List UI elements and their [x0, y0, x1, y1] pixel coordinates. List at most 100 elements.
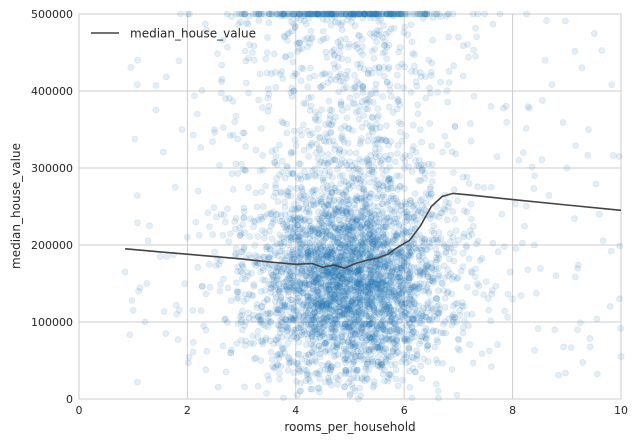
scatter-point	[229, 97, 237, 105]
scatter-point	[335, 234, 342, 242]
scatter-point	[454, 299, 461, 307]
scatter-point	[374, 105, 382, 112]
scatter-point	[326, 71, 334, 78]
scatter-point	[482, 278, 490, 285]
scatter-point	[459, 299, 466, 306]
scatter-point	[298, 303, 306, 310]
scatter-point	[339, 132, 346, 140]
scatter-point	[353, 216, 361, 224]
scatter-point	[255, 316, 263, 323]
scatter-point	[368, 69, 376, 77]
scatter-point	[517, 292, 525, 299]
scatter-point	[323, 362, 331, 370]
scatter-point	[297, 160, 304, 168]
scatter-point	[284, 193, 292, 200]
scatter-point	[278, 267, 286, 275]
scatter-point	[353, 92, 360, 99]
scatter-point	[407, 218, 415, 225]
scatter-point	[391, 158, 399, 165]
scatter-point	[227, 349, 235, 357]
scatter-point	[352, 299, 360, 307]
scatter-point	[615, 153, 623, 160]
scatter-point	[441, 242, 448, 250]
scatter-point	[536, 265, 544, 272]
scatter-point	[371, 45, 379, 53]
scatter-point	[397, 289, 405, 297]
scatter-point	[284, 231, 292, 238]
scatter-point	[331, 13, 339, 20]
scatter-point	[382, 10, 390, 18]
scatter-point	[346, 269, 354, 276]
scatter-point	[381, 325, 388, 332]
scatter-point	[127, 64, 135, 71]
scatter-point	[224, 10, 231, 18]
scatter-point	[409, 210, 416, 218]
scatter-point	[410, 62, 418, 70]
scatter-point	[359, 51, 366, 59]
scatter-point	[144, 237, 152, 245]
scatter-point	[347, 269, 355, 277]
scatter-point	[327, 273, 335, 280]
scatter-point	[342, 214, 349, 222]
scatter-point	[285, 274, 293, 282]
scatter-point	[415, 176, 423, 184]
scatter-point	[307, 385, 314, 393]
scatter-point	[355, 263, 363, 271]
scatter-point	[353, 366, 361, 374]
scatter-point	[350, 384, 357, 392]
scatter-point	[485, 347, 493, 355]
scatter-point	[335, 88, 343, 96]
scatter-point	[336, 172, 344, 180]
scatter-point	[195, 231, 203, 239]
scatter-point	[452, 227, 460, 234]
scatter-point	[350, 85, 358, 92]
scatter-point	[256, 70, 264, 78]
scatter-point	[318, 302, 326, 310]
scatter-point	[229, 186, 237, 193]
scatter-point	[378, 210, 386, 217]
scatter-point	[294, 391, 301, 399]
scatter-point	[211, 126, 218, 133]
scatter-point	[290, 87, 298, 95]
scatter-point	[290, 10, 298, 18]
scatter-point	[579, 359, 587, 366]
scatter-point	[342, 35, 349, 43]
scatter-point	[351, 235, 359, 242]
scatter-point	[376, 186, 384, 194]
scatter-point	[370, 163, 378, 171]
y-tick-label: 300000	[31, 162, 73, 175]
scatter-point	[315, 346, 322, 354]
scatter-point	[329, 118, 337, 125]
scatter-point	[343, 208, 351, 216]
scatter-point	[160, 308, 168, 315]
scatter-point	[235, 294, 242, 302]
scatter-point	[373, 30, 381, 38]
scatter-point	[209, 231, 216, 238]
scatter-point	[429, 178, 436, 185]
scatter-point	[357, 224, 365, 231]
scatter-point	[351, 387, 359, 395]
scatter-point	[152, 106, 160, 114]
scatter-point	[250, 56, 258, 64]
scatter-point	[186, 10, 193, 18]
scatter-point	[370, 264, 378, 272]
scatter-point	[331, 293, 338, 301]
scatter-point	[318, 303, 326, 311]
scatter-point	[189, 348, 197, 356]
scatter-point	[202, 366, 210, 374]
plot-area	[78, 13, 622, 400]
scatter-point	[272, 181, 279, 188]
scatter-point	[434, 236, 442, 244]
scatter-point	[323, 200, 330, 208]
scatter-point	[313, 255, 321, 263]
scatter-point	[295, 273, 303, 281]
scatter-point	[494, 341, 501, 348]
scatter-point	[333, 268, 341, 275]
scatter-point	[429, 327, 437, 334]
scatter-point	[315, 111, 322, 118]
scatter-point	[432, 380, 440, 388]
scatter-point	[322, 340, 330, 348]
scatter-point	[337, 78, 344, 85]
scatter-point	[378, 165, 386, 173]
scatter-point	[216, 161, 223, 169]
